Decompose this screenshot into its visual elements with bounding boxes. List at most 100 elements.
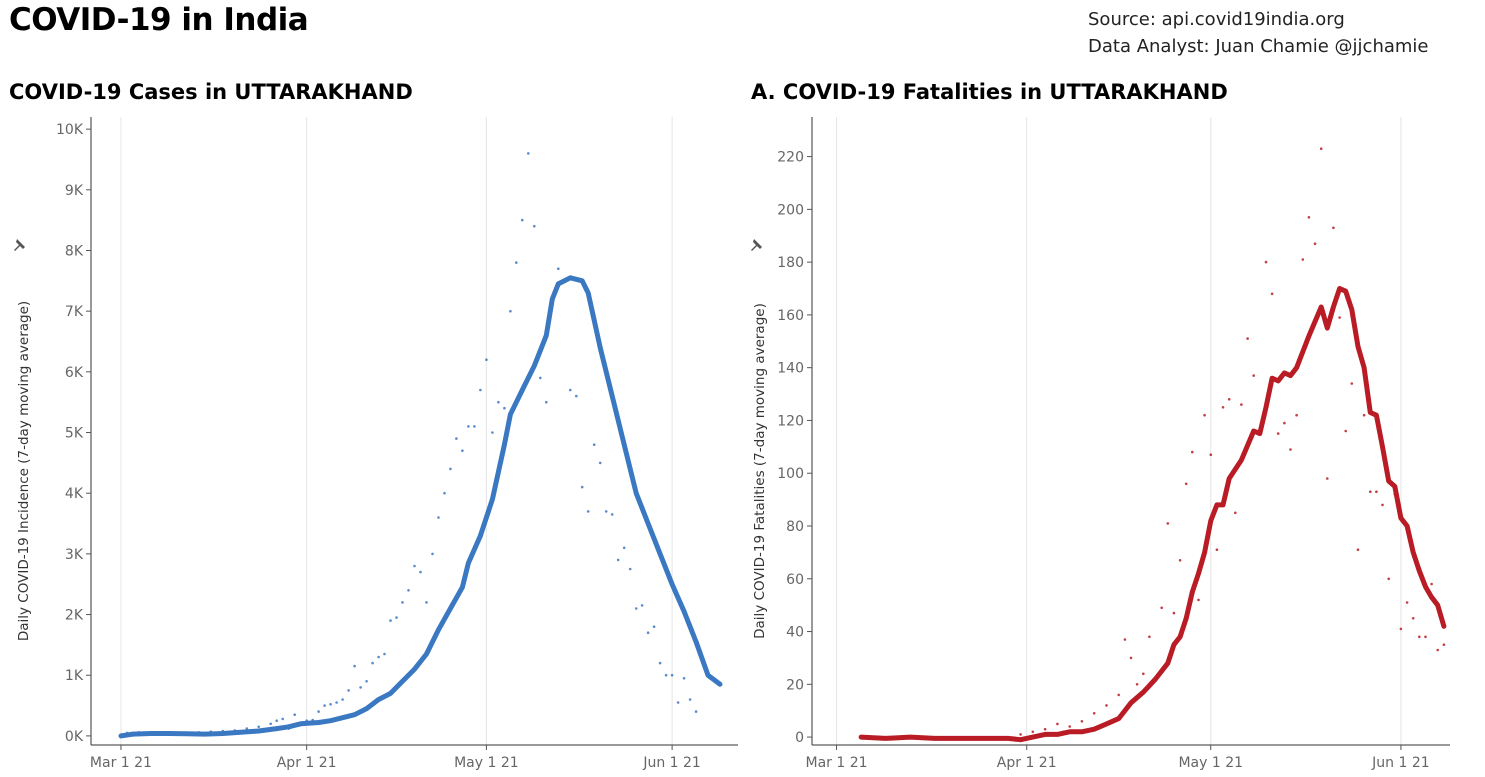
cases-daily-point: [580, 485, 584, 489]
fatalities-y-tick-label: 0: [795, 730, 804, 746]
cases-daily-point: [371, 661, 374, 665]
cases-daily-point: [365, 680, 368, 683]
analyst-text: Data Analyst: Juan Chamie @jjchamie: [1088, 36, 1429, 57]
cases-y-tick-label: 1K: [65, 668, 84, 684]
cases-daily-point: [359, 686, 362, 689]
cases-daily-point: [473, 425, 476, 428]
fatalities-daily-point: [1411, 617, 1415, 620]
cases-x-tick-label: Jun 1 21: [642, 755, 701, 771]
fatalities-daily-point: [1442, 643, 1446, 646]
fatalities-daily-point: [1375, 490, 1378, 494]
cases-daily-point: [479, 388, 482, 392]
fatalities-y-tick-label: 200: [777, 202, 804, 218]
cases-daily-point: [347, 689, 350, 692]
fatalities-daily-point: [1203, 413, 1206, 417]
cases-daily-point: [443, 491, 446, 495]
fatalities-daily-point: [1301, 258, 1305, 261]
cases-daily-point: [185, 732, 189, 735]
cases-daily-point: [509, 309, 512, 313]
cases-daily-point: [521, 218, 524, 222]
cases-daily-point: [640, 604, 644, 607]
cases-daily-point: [652, 625, 656, 628]
fatalities-daily-point: [1399, 627, 1403, 631]
cases-daily-point: [413, 564, 416, 568]
cases-daily-point: [467, 425, 470, 428]
fatalities-daily-point: [1142, 672, 1145, 676]
cases-y-tick-label: 2K: [65, 608, 84, 624]
fatalities-daily-point: [1326, 477, 1329, 480]
cases-daily-point: [221, 729, 225, 733]
cases-daily-point: [658, 661, 662, 665]
cases-daily-point: [275, 719, 279, 722]
cases-daily-point: [197, 731, 201, 734]
cases-daily-point: [395, 616, 398, 619]
cases-daily-point: [299, 723, 303, 727]
cases-daily-point: [137, 731, 141, 734]
fatalities-daily-point: [1289, 448, 1292, 451]
cases-daily-point: [419, 570, 422, 574]
cases-daily-point: [503, 406, 506, 410]
fatalities-daily-point: [1430, 582, 1433, 586]
cases-x-tick-label: Apr 1 21: [277, 755, 337, 771]
fatalities-y-tick-label: 80: [786, 519, 804, 535]
pin-icon: [14, 239, 25, 251]
fatalities-daily-point: [1350, 382, 1354, 385]
cases-daily-point: [545, 400, 548, 404]
fatalities-daily-point: [1215, 548, 1219, 551]
fatalities-daily-point: [1154, 677, 1157, 681]
cases-daily-point: [293, 713, 297, 716]
cases-daily-point: [622, 546, 626, 550]
fatalities-daily-point: [1019, 733, 1022, 736]
fatalities-daily-point: [1166, 522, 1170, 525]
cases-y-tick-label: 7K: [65, 304, 84, 320]
fatalities-daily-point: [1436, 648, 1439, 652]
cases-daily-point: [682, 677, 686, 680]
fatalities-daily-point: [1105, 704, 1108, 707]
cases-daily-point: [515, 261, 518, 264]
cases-daily-point: [317, 710, 320, 713]
cases-daily-point: [539, 376, 542, 380]
fatalities-daily-point: [1369, 490, 1372, 494]
cases-daily-point: [461, 449, 464, 453]
fatalities-daily-point: [1172, 611, 1176, 615]
fatalities-daily-point: [1148, 635, 1151, 639]
cases-y-tick-label: 10K: [56, 122, 84, 138]
fatalities-daily-point: [1068, 725, 1071, 728]
cases-daily-point: [533, 224, 536, 228]
cases-y-axis-label: Daily COVID-19 Incidence (7-day moving a…: [16, 301, 32, 641]
cases-daily-point: [688, 698, 692, 701]
fatalities-daily-point: [1332, 226, 1335, 230]
fatalities-daily-point: [1191, 450, 1194, 454]
fatalities-daily-point: [1123, 638, 1127, 641]
cases-daily-point: [527, 152, 530, 155]
fatalities-daily-point: [1344, 429, 1347, 433]
fatalities-y-tick-label: 100: [777, 466, 804, 482]
fatalities-daily-point: [1092, 712, 1096, 715]
fatalities-y-tick-label: 160: [777, 308, 804, 324]
fatalities-daily-point: [1356, 548, 1360, 551]
fatalities-daily-point: [1209, 453, 1213, 457]
fatalities-daily-point: [1031, 730, 1035, 734]
fatalities-daily-point: [1283, 421, 1286, 425]
cases-daily-point: [646, 631, 650, 634]
fatalities-daily-point: [1234, 511, 1237, 515]
source-text: Source: api.covid19india.org: [1088, 9, 1345, 30]
fatalities-daily-point: [1227, 398, 1231, 401]
cases-daily-point: [431, 552, 434, 556]
cases-daily-point: [245, 727, 249, 730]
fatalities-daily-point: [1240, 403, 1243, 406]
fatalities-daily-point: [1319, 147, 1323, 150]
cases-daily-point: [551, 297, 554, 301]
cases-daily-point: [598, 461, 602, 465]
cases-y-tick-label: 4K: [65, 486, 84, 502]
cases-y-tick-label: 5K: [65, 426, 84, 442]
fatalities-moving-average-line: [858, 286, 1447, 743]
fatalities-daily-point: [1056, 722, 1059, 726]
fatalities-y-tick-label: 60: [786, 572, 804, 588]
cases-y-tick-label: 6K: [65, 365, 84, 381]
fatalities-y-tick-label: 40: [786, 625, 804, 641]
cases-daily-point: [407, 589, 410, 592]
source-credits: Source: api.covid19india.org Data Analys…: [1088, 6, 1429, 60]
fatalities-y-tick-label: 220: [777, 150, 804, 166]
cases-daily-point: [161, 731, 165, 735]
